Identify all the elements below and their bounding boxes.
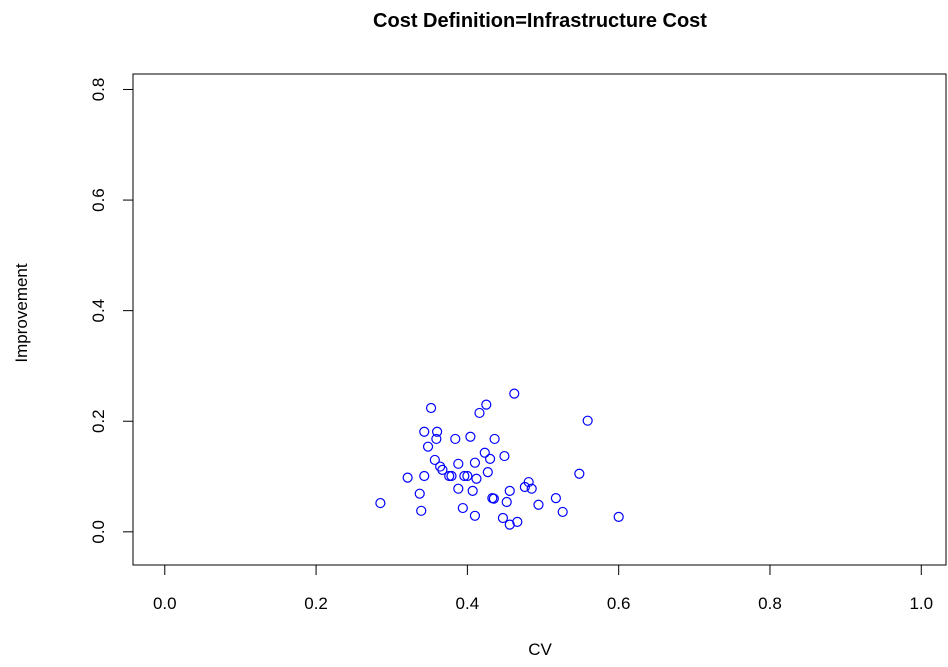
point (488, 493, 499, 504)
point (479, 447, 490, 458)
x-tick-label: 0.2 (304, 594, 328, 613)
point (504, 519, 515, 530)
point (375, 497, 386, 509)
point (481, 399, 492, 410)
point (526, 483, 537, 494)
point (550, 492, 561, 504)
point (446, 470, 457, 482)
point (465, 431, 476, 442)
point (523, 476, 534, 488)
point (462, 470, 473, 482)
point (512, 516, 523, 527)
point (419, 470, 430, 482)
point (557, 506, 568, 518)
point (437, 464, 448, 475)
point (504, 485, 515, 497)
point (419, 426, 430, 437)
point (453, 483, 464, 494)
point (533, 499, 544, 510)
point (431, 433, 442, 445)
point (469, 457, 481, 468)
x-tick-label: 0.8 (758, 594, 782, 613)
point (416, 505, 427, 516)
y-axis-label: Improvement (12, 263, 31, 362)
point (467, 485, 478, 497)
point (435, 461, 446, 472)
point (574, 468, 585, 479)
point (582, 415, 593, 426)
y-tick-label: 0.8 (89, 78, 108, 102)
x-tick-label: 0.0 (153, 594, 177, 613)
point (509, 388, 520, 399)
point (429, 454, 440, 466)
chart-title: Cost Definition=Infrastructure Cost (373, 10, 707, 32)
point (414, 488, 425, 499)
x-tick-label: 1.0 (909, 594, 933, 613)
point (432, 426, 443, 437)
point (444, 470, 455, 482)
point (450, 433, 461, 445)
y-tick-label: 0.0 (89, 520, 108, 544)
point (422, 441, 434, 452)
point (453, 458, 464, 469)
point (613, 511, 624, 522)
point (499, 450, 510, 462)
point (497, 512, 509, 524)
point (484, 453, 496, 464)
point (471, 473, 482, 484)
point (425, 402, 437, 414)
point (457, 502, 468, 514)
y-tick-label: 0.6 (89, 188, 108, 212)
point (474, 407, 485, 419)
point (459, 470, 470, 482)
x-tick-label: 0.4 (456, 594, 480, 613)
y-tick-label: 0.4 (89, 299, 108, 323)
x-tick-label: 0.6 (607, 594, 631, 613)
point (469, 510, 481, 521)
y-tick-label: 0.2 (89, 409, 108, 433)
point (402, 472, 413, 483)
point (501, 496, 512, 508)
point (489, 433, 500, 445)
x-axis-label: CV (528, 640, 552, 659)
plot-frame (132, 73, 947, 566)
point (482, 467, 493, 478)
